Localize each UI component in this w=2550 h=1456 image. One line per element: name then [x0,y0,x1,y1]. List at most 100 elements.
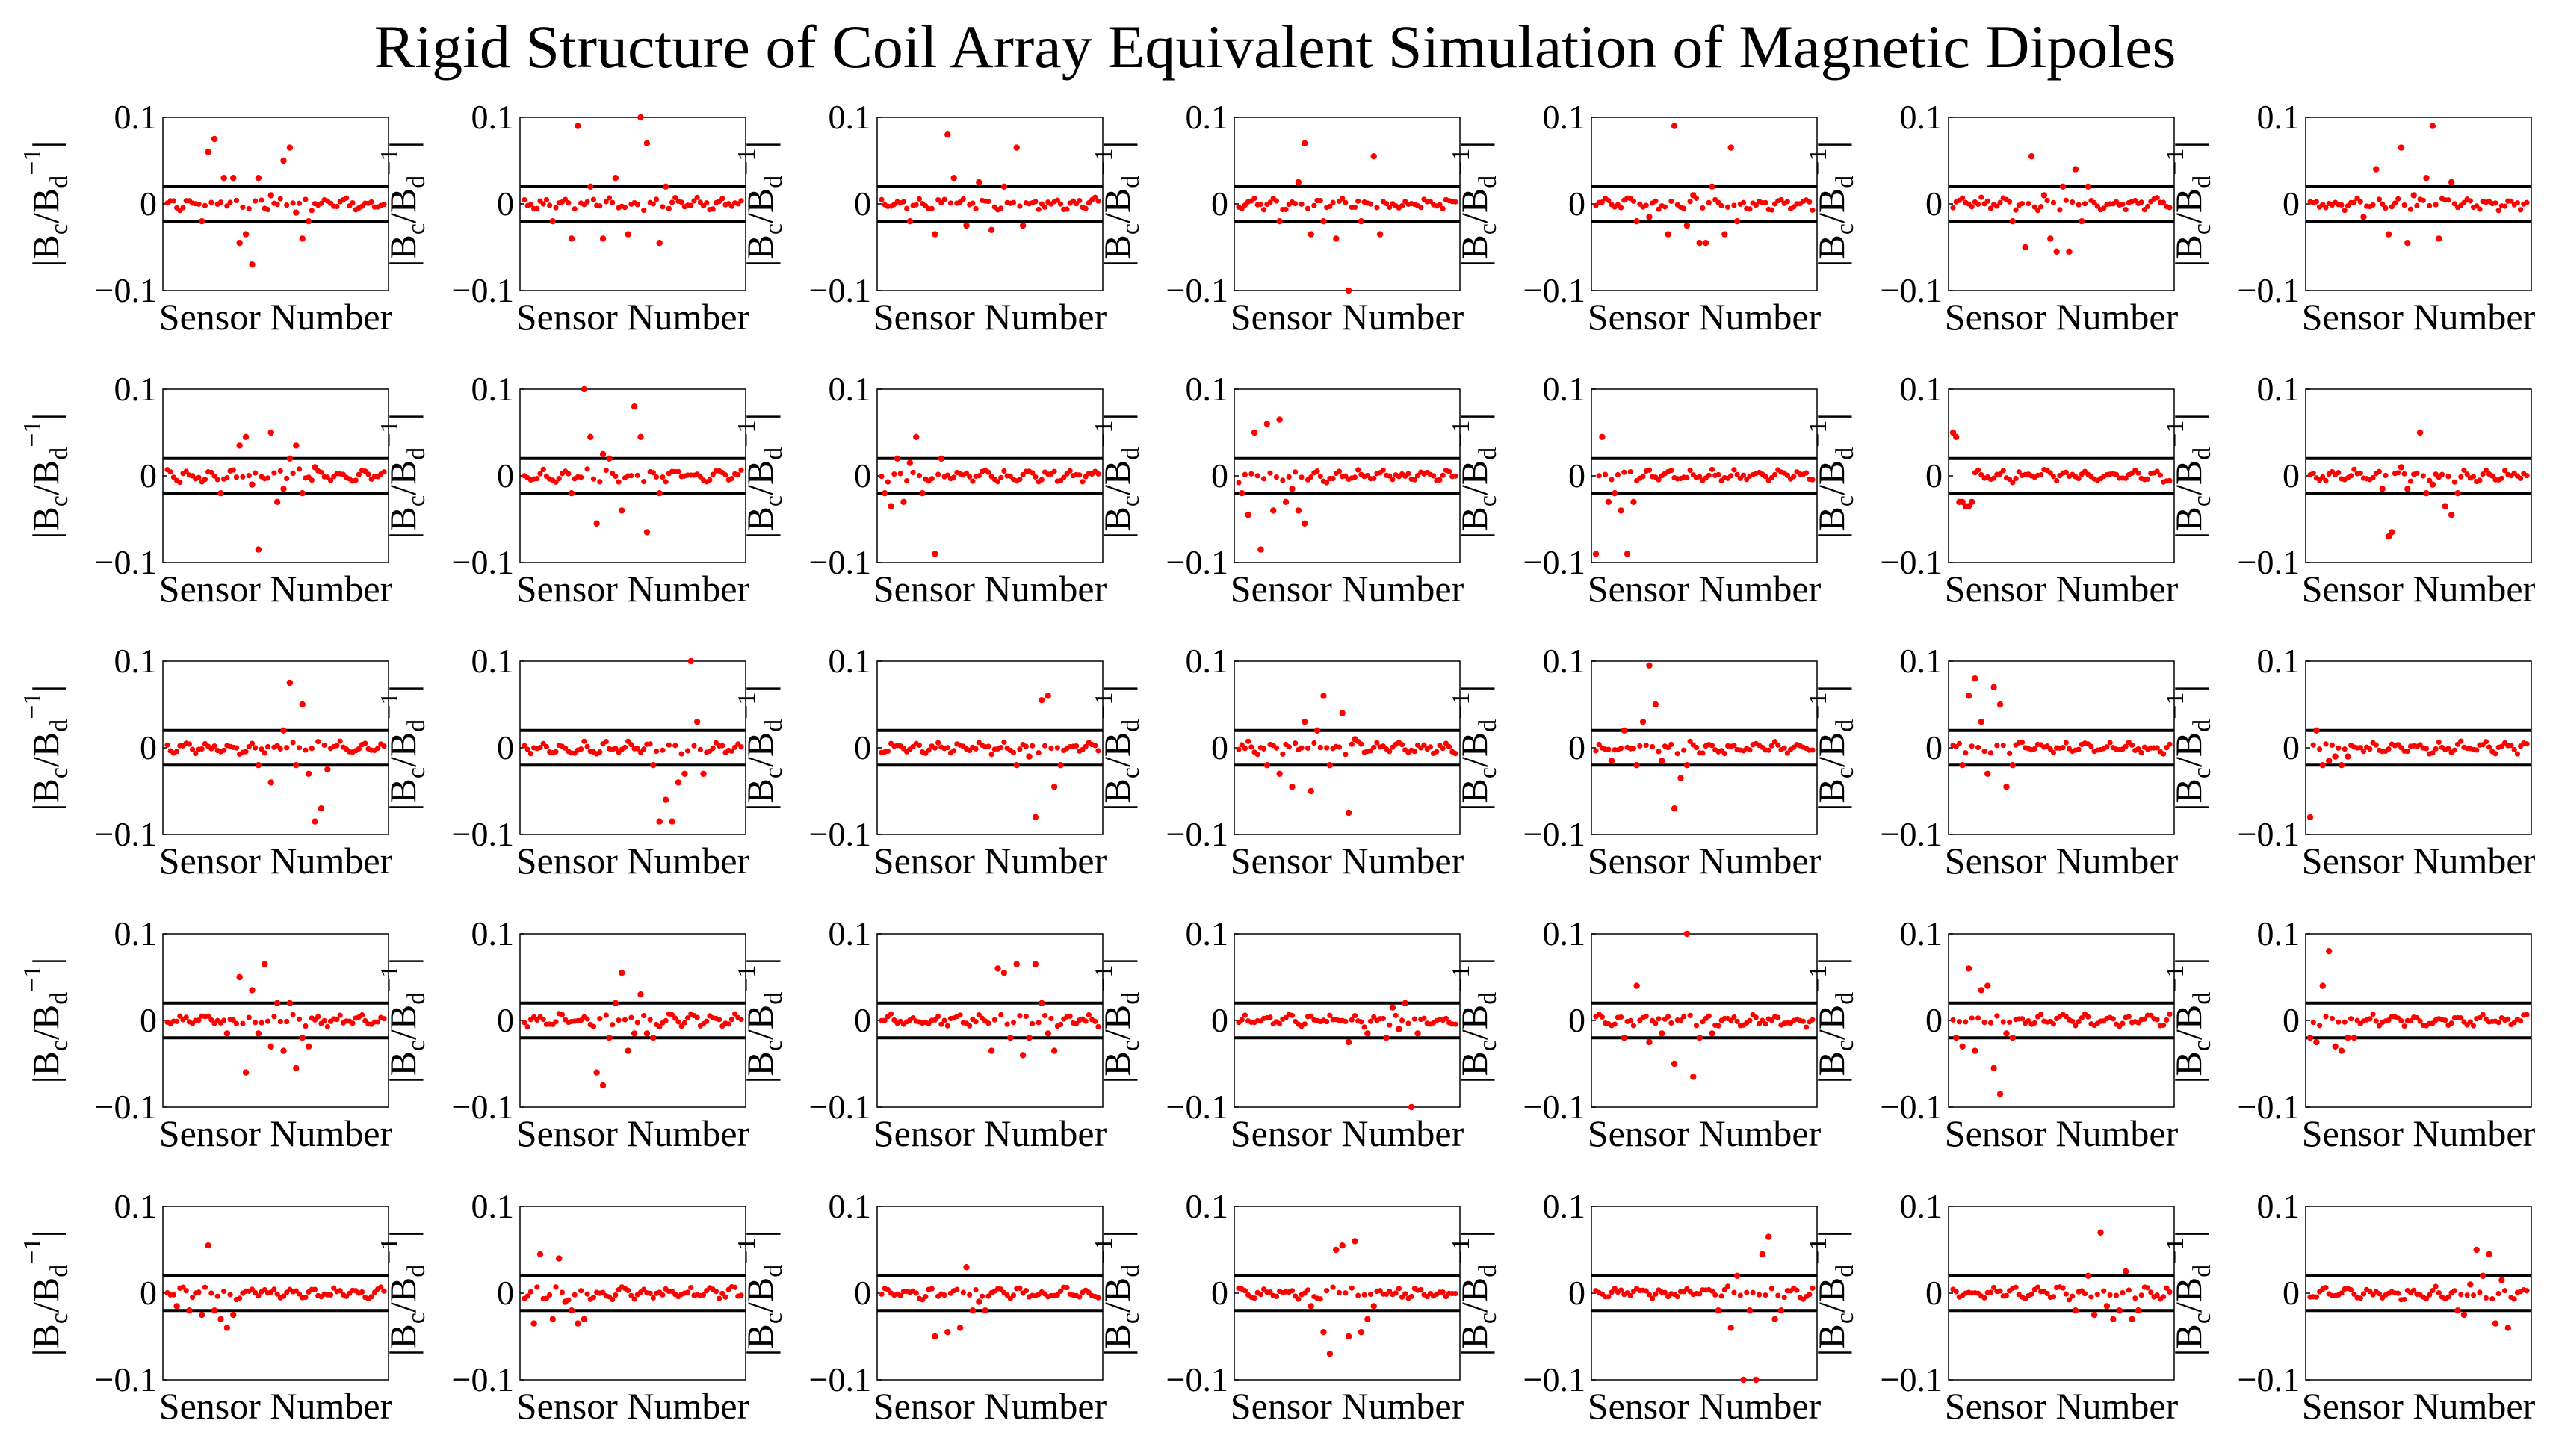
data-point [2436,739,2442,745]
data-point-outlier [2338,1047,2345,1054]
data-point [738,1292,744,1298]
data-point [183,468,189,474]
data-point [240,1020,246,1026]
data-point-outlier [1633,982,1640,989]
x-axis-label: Sensor Number [1588,1112,1822,1154]
y-axis-label-part: d [403,1265,430,1277]
data-point [2079,1014,2085,1021]
data-point [2094,203,2100,209]
data-point-outlier [1245,512,1251,518]
data-point [2470,474,2477,480]
data-point [1618,746,1624,752]
data-point-outlier [1026,1035,1033,1041]
data-point [1293,740,1299,746]
data-point [731,1011,738,1017]
data-point [2380,201,2386,207]
y-tick-label: 0.1 [114,98,158,136]
data-point-outlier [1358,218,1365,225]
y-tick-label: 0.1 [2257,642,2300,680]
data-point [597,479,603,485]
y-axis-label-part: c [46,223,73,235]
data-point [1057,201,1064,207]
data-point [1771,471,1778,477]
data-point [2060,745,2066,751]
y-axis-label-part: | [1096,685,1138,693]
data-point [1987,1020,1994,1026]
data-point-outlier [1777,1307,1785,1314]
data-point [1095,1295,1101,1301]
data-point [1810,477,1816,483]
data-point [249,740,256,746]
data-point [1950,1017,1956,1023]
y-tick-label: −0.1 [95,543,157,581]
data-point [2423,1295,2430,1301]
y-axis-label-part: |B [739,235,781,267]
data-point-outlier [2373,166,2380,173]
data-point [2123,475,2129,481]
data-point [641,1286,647,1292]
data-point [1747,1017,1753,1023]
data-point-outlier [1759,1251,1765,1258]
data-point-outlier [1618,507,1624,514]
data-point-outlier [199,1311,205,1319]
y-tick-label: 0 [497,456,514,495]
data-point [1452,199,1458,205]
data-point [2360,1291,2367,1297]
data-point-outlier [1612,490,1618,497]
data-point [284,745,290,751]
data-point [170,1292,177,1298]
data-point [1978,471,1984,478]
data-point [719,196,725,202]
y-axis-label-part: −1 [1447,1238,1475,1265]
data-point [1612,1021,1618,1027]
y-tick-label: 0.1 [2257,1187,2300,1225]
data-point [193,750,199,757]
data-point [2157,472,2163,478]
data-point [2070,1293,2076,1299]
data-point [1411,477,1417,483]
data-point-outlier [255,1030,262,1037]
data-point [728,203,734,209]
data-point-outlier [1733,1272,1741,1280]
y-tick-label: 0 [140,456,157,495]
data-point-outlier [637,991,644,998]
data-point [2019,1016,2026,1022]
data-point [2019,739,2026,746]
y-axis-label: |Bc/Bd−1| [1090,685,1145,811]
y-axis-label-part: /B [1453,732,1495,767]
data-point [2401,471,2407,477]
data-point [233,1020,240,1026]
y-axis-label-part: −1 [2161,149,2189,176]
data-point [1687,467,1693,474]
data-point [2524,473,2530,479]
data-point [1443,1015,1449,1021]
y-axis-label: |Bc/Bd−1| [19,1230,73,1357]
data-point-outlier [293,1065,300,1072]
y-axis-label-part: |B [25,778,66,811]
y-axis-label-part: c [46,767,73,778]
y-axis-label-part: /B [25,188,66,223]
y-axis-label-part: −1 [1090,693,1118,719]
data-point-outlier [1013,144,1020,151]
y-axis-label-part: c [1474,1040,1502,1051]
data-point [2407,478,2414,484]
data-point [710,206,716,212]
y-axis-label-part: −1 [2161,965,2189,992]
y-axis-label-part: c [1117,223,1145,235]
data-point [2458,1015,2464,1021]
data-point-outlier [593,520,600,527]
data-point [985,1020,991,1026]
data-point [1327,203,1333,209]
data-point-outlier [1396,1026,1402,1032]
data-point [290,200,296,206]
data-point [929,205,935,211]
data-point [284,1018,290,1025]
data-point [221,1288,227,1295]
data-point-outlier [267,779,274,786]
data-point-outlier [1709,1030,1715,1037]
data-point-outlier [1050,784,1058,790]
y-axis-label-part: −1 [1090,965,1118,992]
data-point-outlier [944,1329,951,1336]
y-tick-label: −0.1 [2238,815,2300,853]
